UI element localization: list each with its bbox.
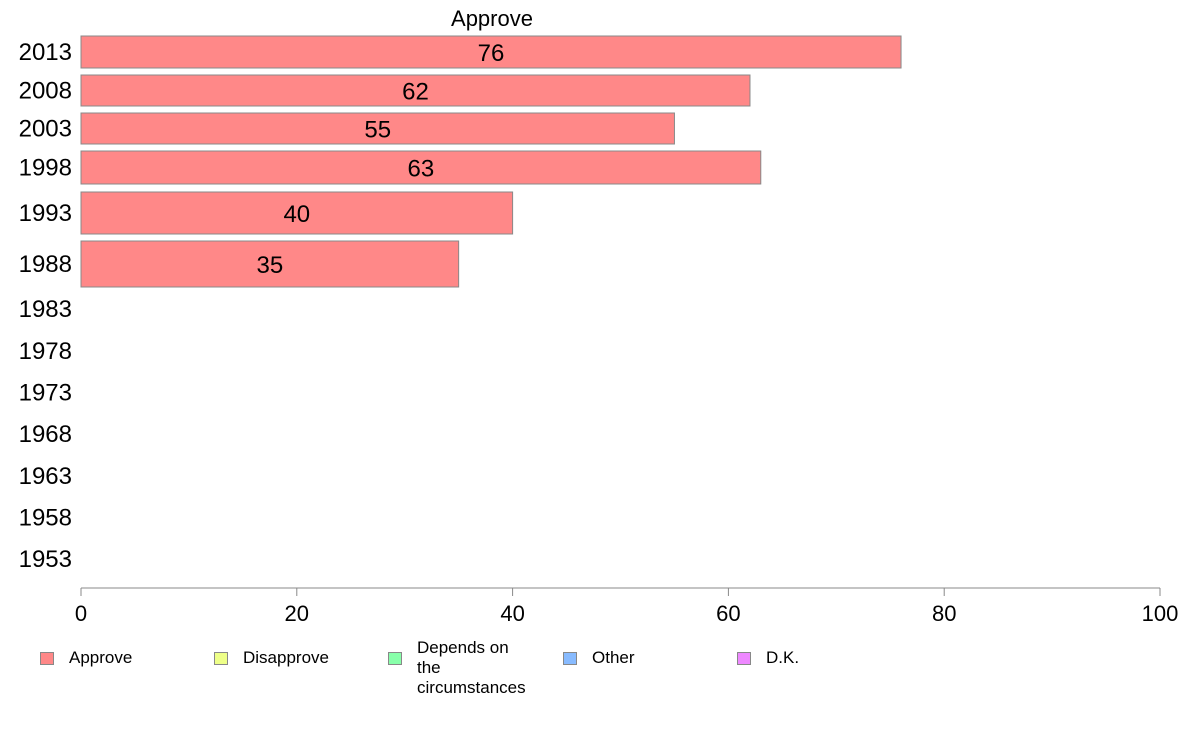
category-label: 1993 [19,200,72,227]
bar [80,240,460,288]
x-tick-label: 20 [285,601,309,626]
data-label: 63 [408,156,435,183]
x-tick-label: 0 [75,601,87,626]
data-label: 76 [478,40,505,67]
x-tick-label: 40 [500,601,524,626]
data-label: 40 [283,201,310,228]
bar [80,191,514,235]
legend-swatch [214,652,228,665]
bar [80,112,675,145]
legend: Approve Disapprove Depends on the circumst… [0,636,900,697]
x-tick-label: 60 [716,601,740,626]
category-label: 1963 [19,463,72,490]
category-label: 1978 [19,338,72,365]
legend-label: Depends on the circumstances [417,638,526,697]
legend-swatch [563,652,577,665]
data-label: 35 [256,252,283,279]
data-label: 62 [402,79,429,106]
bar [80,74,751,107]
legend-swatch [388,652,402,665]
legend-swatch [40,652,54,665]
legend-swatch [737,652,751,665]
category-label: 2008 [19,78,72,105]
category-label: 1983 [19,296,72,323]
data-label: 55 [364,117,391,144]
category-label: 2003 [19,116,72,143]
legend-label: Other [592,648,635,667]
category-label: 1973 [19,380,72,407]
category-label: 1968 [19,421,72,448]
category-label: 1998 [19,155,72,182]
chart-title: Approve [451,6,533,31]
bar [80,35,902,69]
x-tick-label: 100 [1142,601,1179,626]
category-label: 1958 [19,505,72,532]
category-label: 2013 [19,39,72,66]
category-label: 1953 [19,546,72,573]
x-tick-label: 80 [932,601,956,626]
legend-label: D.K. [766,648,800,667]
legend-label: Approve [69,648,133,667]
bar [80,150,762,185]
category-label: 1988 [19,251,72,278]
legend-label: Disapprove [243,648,329,667]
